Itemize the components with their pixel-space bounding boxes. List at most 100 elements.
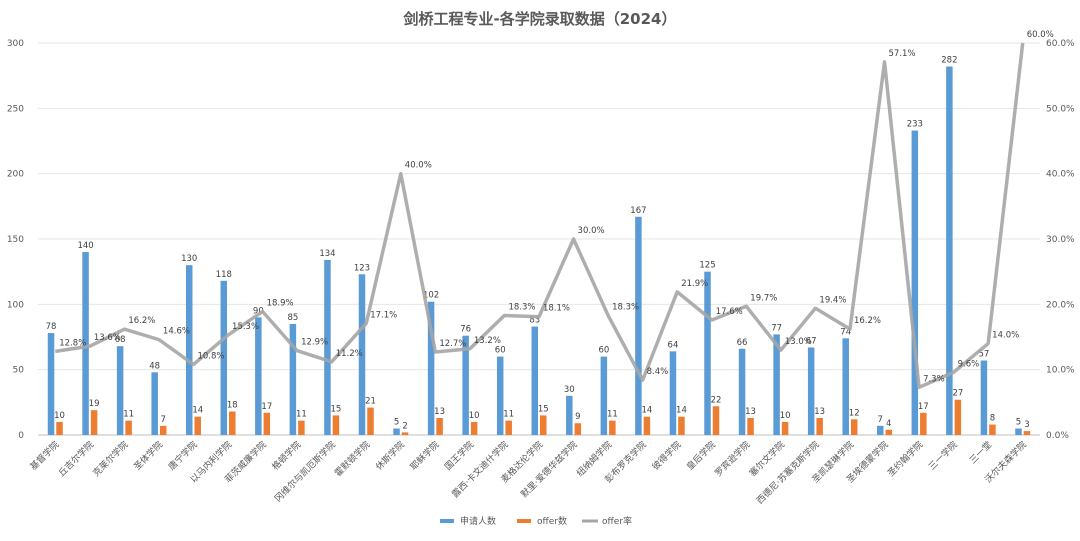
bar-offers xyxy=(712,406,720,435)
bar-label-applicants: 60 xyxy=(495,346,506,356)
bar-label-applicants: 102 xyxy=(423,291,439,301)
rate-label: 21.9% xyxy=(681,279,708,289)
bar-label-applicants: 5 xyxy=(1016,417,1021,427)
rate-label: 10.8% xyxy=(197,351,224,361)
bar-label-offers: 11 xyxy=(123,410,134,420)
rate-label: 12.8% xyxy=(59,338,86,348)
bar-offers xyxy=(747,418,754,435)
bar-label-offers: 3 xyxy=(1024,420,1029,430)
rate-label: 12.9% xyxy=(301,338,328,348)
bar-applicants xyxy=(635,216,642,435)
bar-label-offers: 13 xyxy=(434,407,445,417)
rate-label: 7.3% xyxy=(923,374,945,384)
legend-swatch xyxy=(517,519,531,523)
bar-applicants xyxy=(393,428,400,435)
category-label: 默里·爱德华兹学院 xyxy=(518,439,579,500)
bar-label-applicants: 123 xyxy=(354,263,370,273)
bar-applicants xyxy=(47,333,55,435)
bar-label-offers: 18 xyxy=(227,400,238,410)
y2-tick-label: 30.0% xyxy=(1046,235,1075,245)
bar-label-applicants: 30 xyxy=(564,385,575,395)
rate-label: 8.4% xyxy=(647,367,669,377)
bar-applicants xyxy=(946,66,953,436)
bar-label-offers: 15 xyxy=(538,404,549,414)
bar-applicants xyxy=(1015,428,1022,435)
category-label: 冈维尔与凯厄斯学院 xyxy=(272,439,338,505)
rate-label: 9.6% xyxy=(958,359,980,369)
bar-label-applicants: 60 xyxy=(598,346,609,356)
rate-label: 16.2% xyxy=(128,316,155,326)
bar-applicants xyxy=(600,356,608,435)
bar-offers xyxy=(1023,431,1031,435)
bar-applicants xyxy=(704,271,711,435)
bar-label-applicants: 233 xyxy=(907,120,923,130)
bar-offers xyxy=(781,421,789,435)
bar-label-offers: 14 xyxy=(676,406,687,416)
bar-label-applicants: 74 xyxy=(840,327,851,337)
bar-offers xyxy=(125,420,132,435)
bar-label-applicants: 118 xyxy=(216,270,232,280)
category-label: 休斯学院 xyxy=(373,439,407,473)
bar-label-applicants: 57 xyxy=(979,350,990,360)
bar-offers xyxy=(850,419,858,435)
bar-applicants xyxy=(807,347,815,435)
bar-applicants xyxy=(151,372,158,435)
bar-offers xyxy=(920,412,927,435)
y2-tick-label: 0.0% xyxy=(1046,431,1069,441)
category-label: 格顿学院 xyxy=(269,439,303,473)
legend-label: 申请人数 xyxy=(460,515,496,527)
rate-label: 15.3% xyxy=(232,322,259,332)
rate-label: 30.0% xyxy=(578,226,605,236)
category-label: 基督学院 xyxy=(27,439,61,473)
bar-applicants xyxy=(877,425,884,435)
bar-label-offers: 27 xyxy=(952,389,963,399)
bar-applicants xyxy=(427,301,435,435)
bar-applicants xyxy=(773,334,780,435)
bar-applicants xyxy=(324,259,331,435)
bar-offers xyxy=(540,415,547,435)
bar-label-offers: 14 xyxy=(641,406,652,416)
bar-offers xyxy=(56,421,63,435)
bar-offers xyxy=(90,410,98,435)
y-tick-label: 50 xyxy=(13,366,25,376)
bar-label-offers: 10 xyxy=(469,411,480,421)
legend-label: offer数 xyxy=(537,515,567,527)
y2-tick-label: 40.0% xyxy=(1046,170,1075,180)
bar-offers xyxy=(989,424,996,435)
bar-applicants xyxy=(255,317,262,435)
bar-offers xyxy=(574,423,582,435)
y-tick-label: 0 xyxy=(18,431,24,441)
category-label: 西德尼·苏塞克斯学院 xyxy=(754,439,822,507)
bar-applicants xyxy=(566,395,573,435)
bar-label-offers: 11 xyxy=(503,410,514,420)
y-tick-label: 200 xyxy=(7,170,24,180)
bar-offers xyxy=(885,429,893,435)
bar-label-applicants: 7 xyxy=(878,415,883,425)
bar-label-applicants: 83 xyxy=(529,316,540,326)
bar-applicants xyxy=(531,326,538,435)
rate-label: 18.3% xyxy=(508,302,535,312)
bar-applicants xyxy=(738,348,746,435)
legend-swatch xyxy=(440,519,454,523)
rate-label: 12.7% xyxy=(439,339,466,349)
bar-offers xyxy=(436,418,443,435)
bar-applicants xyxy=(358,274,366,435)
bar-label-offers: 17 xyxy=(918,402,929,412)
rate-label: 18.3% xyxy=(612,302,639,312)
bar-label-offers: 10 xyxy=(54,411,65,421)
chart-title: 剑桥工程专业-各学院录取数据（2024） xyxy=(403,10,677,28)
bar-label-applicants: 78 xyxy=(46,322,57,332)
bar-label-offers: 7 xyxy=(160,415,165,425)
bar-applicants xyxy=(220,280,228,435)
bar-label-offers: 9 xyxy=(575,412,580,422)
bar-label-offers: 10 xyxy=(780,411,791,421)
category-label: 圣体学院 xyxy=(131,439,165,473)
bar-applicants xyxy=(116,346,124,435)
bar-offers xyxy=(298,420,305,435)
bar-label-offers: 4 xyxy=(886,419,891,429)
bar-applicants xyxy=(669,351,677,435)
y2-tick-label: 50.0% xyxy=(1046,104,1075,114)
bar-offers xyxy=(816,418,823,435)
rate-label: 14.0% xyxy=(992,331,1019,341)
bar-label-applicants: 90 xyxy=(253,306,264,316)
